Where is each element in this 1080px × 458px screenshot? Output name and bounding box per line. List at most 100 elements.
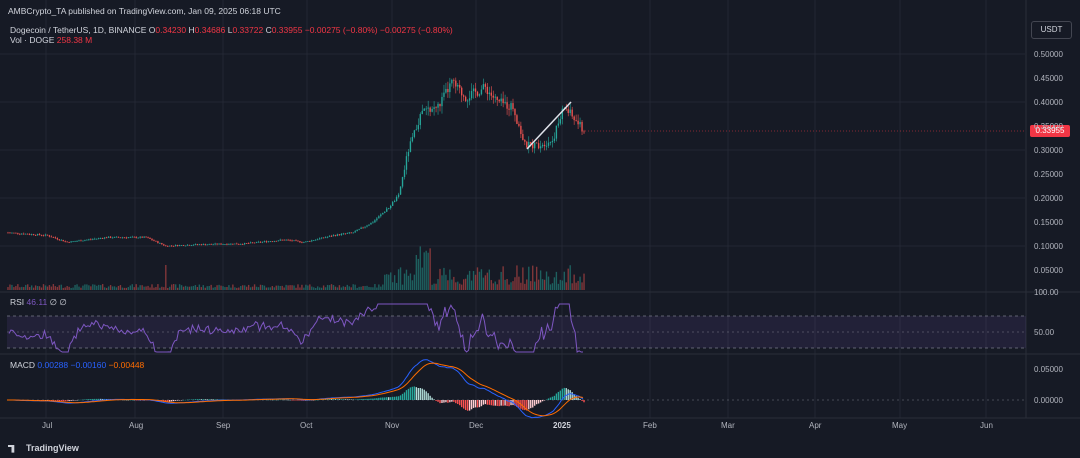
volume-bar	[518, 276, 520, 290]
candle-body	[261, 241, 264, 243]
currency-button[interactable]: USDT	[1031, 21, 1072, 39]
macd-hist-bar	[76, 400, 78, 401]
volume-bar	[80, 287, 82, 290]
candle-body	[421, 110, 423, 115]
time-axis-label: Feb	[643, 421, 657, 430]
volume-bar	[92, 284, 94, 290]
candle-body	[277, 240, 279, 242]
candle-body	[411, 136, 414, 142]
macd-hist-bar	[340, 399, 343, 400]
candle-body	[244, 243, 246, 245]
volume-bar	[419, 246, 421, 290]
candle-body	[34, 234, 37, 236]
macd-hist-bar	[212, 399, 214, 400]
volume-bar	[409, 273, 412, 290]
macd-hist-bar	[178, 400, 181, 401]
candle-body	[388, 208, 390, 209]
volume-bar	[417, 258, 419, 290]
macd-hist-bar	[472, 400, 475, 408]
tradingview-logo[interactable]: TradingView	[8, 443, 79, 453]
macd-hist-bar	[70, 400, 72, 401]
candle-body	[281, 239, 283, 241]
volume-bar	[269, 287, 272, 290]
macd-hist-bar	[453, 400, 455, 402]
macd-hist-bar	[437, 400, 439, 402]
volume-bar	[510, 282, 512, 290]
symbol-name[interactable]: Dogecoin / TetherUS, 1D, BINANCE	[10, 25, 147, 35]
signal-line	[7, 362, 584, 417]
volume-bar	[342, 286, 345, 290]
candle-body	[565, 108, 567, 110]
volume-bar	[461, 284, 463, 290]
price-axis-label: 0.25000	[1034, 170, 1063, 179]
volume-bar	[500, 271, 502, 290]
candle-body	[78, 240, 80, 242]
candle-body	[21, 233, 23, 235]
time-axis-label: Oct	[300, 421, 313, 430]
candle-body	[206, 244, 208, 246]
candle-body	[445, 88, 447, 93]
volume-bar	[405, 269, 408, 290]
macd-hist-bar	[532, 400, 534, 408]
volume-bar	[147, 285, 149, 290]
candle-body	[200, 244, 202, 246]
candle-body	[38, 234, 41, 235]
macd-hist-bar	[94, 398, 96, 400]
candle-body	[530, 141, 532, 144]
volume-bar	[115, 287, 118, 290]
candle-body	[273, 240, 275, 242]
volume-bar	[275, 285, 277, 290]
volume-bar	[488, 269, 491, 290]
volume-bar	[206, 286, 208, 290]
macd-hist-bar	[334, 399, 337, 400]
candle-body	[305, 241, 307, 243]
macd-hist-bar	[407, 388, 410, 400]
macd-hist-bar	[510, 400, 512, 406]
candle-body	[407, 151, 410, 157]
macd-hist-bar	[281, 399, 283, 401]
volume-bar	[474, 274, 477, 290]
volume-bar	[358, 286, 360, 290]
volume-bar	[478, 271, 481, 290]
macd-hist-bar	[486, 400, 489, 405]
candle-body	[303, 242, 305, 243]
macd-hist-bar	[303, 400, 305, 401]
macd-hist-bar	[470, 400, 473, 410]
candle-body	[413, 130, 416, 137]
macd-hist-bar	[291, 400, 293, 401]
macd-hist-bar	[563, 387, 565, 400]
candle-body	[449, 83, 451, 93]
volume-bar	[40, 287, 43, 290]
candle-body	[40, 234, 43, 236]
volume-bar	[285, 284, 287, 290]
volume-bar	[242, 285, 244, 290]
macd-hist-bar	[557, 391, 560, 400]
volume-bar	[346, 284, 348, 290]
volume-bar	[220, 285, 222, 290]
macd-hist-bar	[54, 400, 57, 401]
candle-body	[395, 196, 398, 201]
candle-body	[149, 237, 151, 239]
volume-bar	[186, 286, 189, 290]
rsi-axis-top: 100.00	[1034, 288, 1059, 297]
macd-hist-bar	[204, 399, 206, 400]
volume-bar	[64, 287, 66, 290]
candle-body	[561, 108, 564, 120]
macd-hist-bar	[530, 400, 532, 409]
volume-bar	[384, 274, 386, 290]
volume-bar	[411, 280, 414, 290]
macd-hist-bar	[101, 398, 104, 400]
macd-hist-bar	[358, 399, 360, 400]
candle-body	[44, 234, 47, 236]
volume-bar	[291, 285, 293, 290]
candle-body	[214, 243, 216, 245]
volume-bar	[105, 287, 108, 290]
volume-bar	[297, 284, 299, 290]
volume-bar	[433, 283, 435, 290]
candle-body	[17, 232, 19, 234]
volume-bar	[131, 284, 133, 290]
volume-bar	[555, 271, 558, 290]
macd-hist-bar	[186, 399, 189, 401]
volume-bar	[48, 285, 51, 290]
volume-bar	[324, 287, 327, 290]
